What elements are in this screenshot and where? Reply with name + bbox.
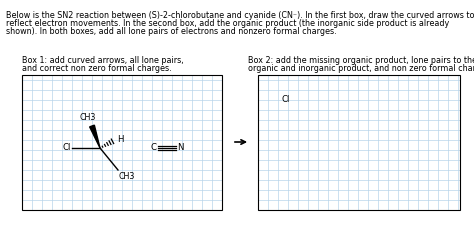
Text: N: N bbox=[177, 143, 183, 153]
Text: and correct non zero formal charges.: and correct non zero formal charges. bbox=[22, 64, 172, 73]
Text: Cl: Cl bbox=[63, 143, 71, 153]
Bar bbox=[22, 75, 222, 210]
Text: C: C bbox=[151, 143, 157, 153]
Text: shown). In both boxes, add all lone pairs of electrons and nonzero formal charge: shown). In both boxes, add all lone pair… bbox=[6, 27, 337, 36]
Text: H: H bbox=[117, 135, 124, 143]
Text: Below is the SN2 reaction between (S)-2-chlorobutane and cyanide (CN⁻). In the f: Below is the SN2 reaction between (S)-2-… bbox=[6, 11, 474, 20]
Text: CH3: CH3 bbox=[80, 113, 96, 122]
Bar bbox=[258, 75, 460, 210]
Text: CH3: CH3 bbox=[119, 172, 136, 181]
Polygon shape bbox=[90, 125, 100, 148]
Text: organic and inorganic product, and non zero formal charges.: organic and inorganic product, and non z… bbox=[248, 64, 474, 73]
Text: Box 1: add curved arrows, all lone pairs,: Box 1: add curved arrows, all lone pairs… bbox=[22, 56, 183, 65]
Text: Box 2: add the missing organic product, lone pairs to the: Box 2: add the missing organic product, … bbox=[248, 56, 474, 65]
Text: reflect electron movements. In the second box, add the organic product (the inor: reflect electron movements. In the secon… bbox=[6, 19, 449, 28]
Text: Cl: Cl bbox=[282, 96, 291, 104]
